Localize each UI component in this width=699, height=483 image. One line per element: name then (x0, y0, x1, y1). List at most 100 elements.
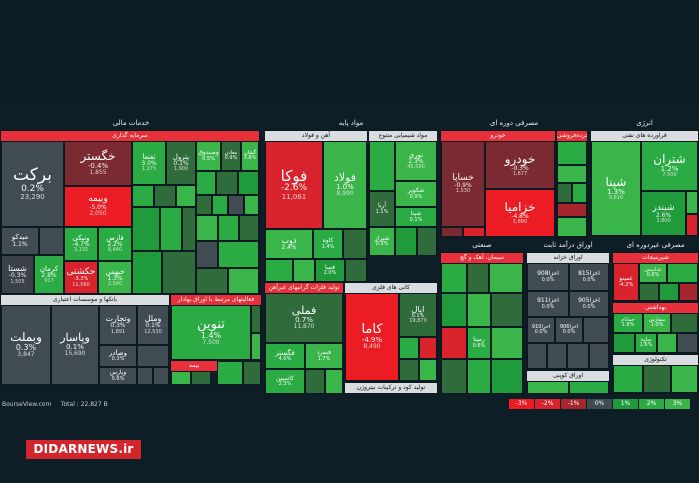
tile-sfars[interactable]: سفارس 1.0% (643, 313, 671, 333)
tile-shekouya[interactable]: شکویر 0.9% (395, 181, 437, 207)
tile-vpars[interactable]: وپارس 0.6% (99, 367, 137, 384)
tile-gostar[interactable]: گشان 3.8% (241, 141, 259, 171)
tile-akhza4[interactable]: اخزا905 0.0% (569, 291, 609, 317)
tile-shepna[interactable]: شپنا 1.3% 9,610 (591, 141, 641, 235)
tile-small[interactable] (196, 241, 218, 268)
industry-cars[interactable]: خودرو خساپا -0.9% 1,530 خودرو -0.3% 1,67… (440, 130, 556, 238)
industry-chemicals[interactable]: مواد شیمیایی متنوع نوری 2.3% 45,590 شکوی… (368, 130, 438, 256)
tile-small[interactable] (567, 343, 589, 369)
tile-small[interactable] (441, 359, 467, 393)
tile-small[interactable] (395, 227, 417, 255)
tile-small[interactable] (441, 263, 467, 293)
industry-insurance[interactable]: بیمه (170, 360, 262, 385)
tile-saknan[interactable]: ساوه 1.6% (635, 333, 657, 353)
tile-fouka[interactable]: فوکا -2.6% 11,061 (265, 141, 323, 229)
industry-securities[interactable]: فعالیتهای مرتبط با اوراق بهادار تنوین 1.… (170, 294, 262, 360)
tile-fesa[interactable]: فسا 2.0% (315, 259, 345, 281)
tile-small[interactable] (228, 268, 259, 293)
tile-small[interactable] (182, 207, 196, 251)
tile-small[interactable] (643, 365, 671, 393)
tile-small[interactable] (659, 283, 679, 301)
tile-tanvin[interactable]: تنوین 1.4% 7,500 (171, 305, 251, 359)
tile-small[interactable] (305, 369, 325, 393)
tile-small[interactable] (171, 371, 191, 384)
tile-small[interactable] (441, 293, 467, 327)
tile-small[interactable] (557, 165, 587, 183)
tile-small[interactable] (216, 171, 238, 195)
tile-khodro[interactable]: خودرو -0.3% 1,677 (485, 141, 555, 189)
tile-khazamiya[interactable]: خزامیا -4.8% 5,880 (485, 189, 555, 237)
tile-small[interactable] (419, 337, 437, 359)
tile-small[interactable] (228, 195, 244, 215)
tile-akhza1[interactable]: اخزا908 0.0% (527, 263, 569, 291)
tile-small[interactable] (217, 361, 243, 384)
industry-oil[interactable]: فراورده های نفتی شتران 1.2% 7,500 شپنا 1… (590, 130, 699, 236)
tile-small[interactable] (132, 251, 162, 293)
tile-kasin[interactable]: کاسپین 2.3% (265, 369, 305, 393)
tile-small[interactable] (238, 171, 259, 195)
tile-small[interactable] (196, 171, 216, 195)
tile-small[interactable] (218, 215, 239, 241)
tile-small[interactable] (265, 259, 293, 281)
tile-vmelal[interactable]: وملل 0.1% 12,530 (137, 305, 169, 345)
tile-midko[interactable]: میدکو 1.1% (1, 227, 39, 255)
tile-small[interactable] (419, 359, 437, 381)
tile-kerman[interactable]: کرمان 2.8% 917 (34, 255, 64, 293)
tile-small[interactable] (251, 333, 261, 359)
tile-khbahman[interactable]: خبهمن 1.3% 2,540 (98, 261, 132, 293)
tile-maaden[interactable]: معادن 0.9% (221, 141, 241, 171)
tile-small[interactable] (613, 365, 643, 393)
tile-small[interactable] (417, 227, 437, 255)
industry-treasury[interactable]: اوراق خزانه اخزا908 0.0% اخزا815 0.0% اخ… (526, 252, 610, 370)
tile-small[interactable] (293, 259, 315, 281)
industry-building[interactable]: تولید کود و ترکیبات نیتروژن (344, 382, 438, 394)
tile-small[interactable] (557, 217, 587, 237)
tile-hekmat[interactable]: حکشتی -3.3% 11,560 (64, 261, 98, 293)
tile-small[interactable] (251, 305, 261, 333)
tile-khsapa[interactable]: خساپا -0.9% 1,530 (441, 141, 485, 227)
tile-small[interactable] (162, 251, 196, 293)
tile-kaveh[interactable]: کاوه 1.4% (313, 229, 343, 259)
tile-small[interactable] (244, 195, 259, 215)
tile-hmahan[interactable]: رمپنا 0.6% (467, 327, 491, 359)
tile-small[interactable] (671, 365, 698, 393)
tile-small[interactable] (557, 183, 572, 203)
tile-khegostar[interactable]: خگستر -0.4% 1,855 (64, 141, 132, 186)
tile-small[interactable] (441, 327, 467, 359)
tile-small[interactable] (547, 343, 567, 369)
tile-vbimeh[interactable]: وبیمه -5.0% 2,050 (64, 186, 132, 227)
tile-fanmard[interactable]: فنمرد 1.7% (305, 343, 343, 369)
industry-pharma[interactable]: بهداشتی خمانام 1.8% سفارس 1.0% ساوه 1.6% (612, 302, 699, 354)
tile-small[interactable] (491, 293, 523, 327)
industry-nonferrous[interactable]: تولید فلزات گرانبهای غیرآهن فملی 0.7% 11… (264, 282, 344, 394)
tile-fegostar[interactable]: فگستر 4.0% (265, 343, 305, 369)
industry-tech[interactable]: تکنولوژی (612, 354, 699, 394)
tile-small[interactable] (557, 141, 587, 165)
tile-small[interactable] (325, 369, 343, 393)
tile-small[interactable] (154, 185, 176, 207)
tile-shbandar[interactable]: شبندر 2.6% 3,800 (641, 191, 686, 235)
tile-small[interactable] (137, 367, 153, 384)
tile-foulad[interactable]: فولاد 1.0% 8,990 (323, 141, 367, 229)
tile-small[interactable] (686, 214, 698, 235)
tile-tanegha[interactable]: ثغنعا 3.0% 1,275 (132, 141, 166, 185)
tile-small[interactable] (239, 215, 259, 241)
tile-small[interactable] (639, 283, 659, 301)
tile-small[interactable] (196, 268, 228, 293)
tile-small[interactable] (196, 215, 218, 241)
tile-vsandogh[interactable]: وصندوق 0.5% (196, 141, 221, 171)
tile-small[interactable] (527, 381, 569, 393)
tile-vpasar[interactable]: وپاسار 0.1% 15,690 (51, 305, 99, 384)
tile-small[interactable] (160, 207, 182, 251)
tile-petrol[interactable]: پترول 0.1% 1,900 (166, 141, 196, 185)
tile-small[interactable] (369, 141, 395, 191)
tile-zoob[interactable]: ذوب 2.4% (265, 229, 313, 259)
tile-akhza6[interactable]: اخزا906 0.0% (555, 317, 583, 343)
tile-fameli[interactable]: فملی 0.7% 11,870 (265, 293, 343, 343)
tile-small[interactable] (212, 195, 228, 215)
tile-small[interactable] (345, 259, 367, 281)
tile-shpna[interactable]: شپنا 0.1% (395, 207, 437, 227)
tile-ghdamis[interactable]: غدامیس 0.8% (639, 263, 667, 283)
tile-apal[interactable]: اپال 0.1% 19,870 (399, 293, 437, 337)
tile-small[interactable] (191, 371, 211, 384)
